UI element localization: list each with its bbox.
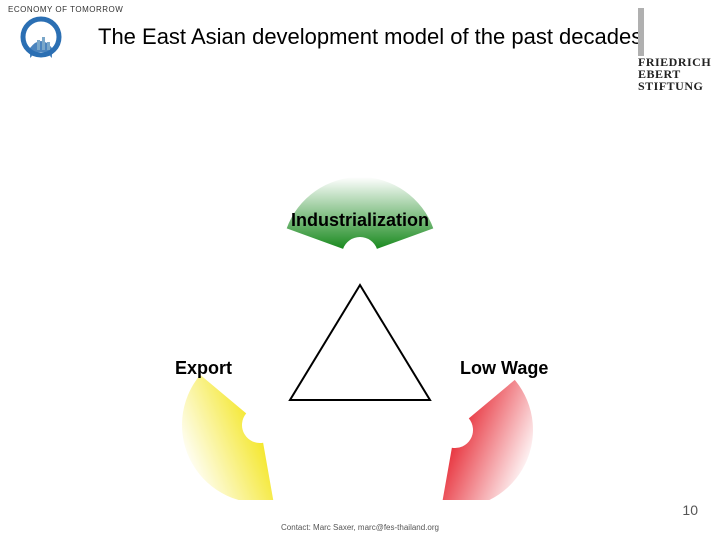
triangle-shape [290, 285, 430, 400]
page-number: 10 [682, 502, 698, 518]
page-title: The East Asian development model of the … [98, 24, 642, 50]
fan-right [441, 380, 533, 500]
diagram-svg [0, 60, 720, 500]
label-industrialization: Industrialization [0, 210, 720, 231]
globe-icon [18, 14, 64, 60]
label-export: Export [175, 358, 232, 379]
label-low-wage: Low Wage [460, 358, 548, 379]
model-diagram [0, 60, 720, 500]
fan-left [182, 375, 274, 500]
org-logo-right: FRIEDRICH EBERT STIFTUNG [638, 8, 714, 56]
logo-text-line1: FRIEDRICH [638, 8, 714, 68]
logo-bar [638, 8, 644, 56]
org-logo-left [18, 14, 64, 60]
header-tag: ECONOMY OF TOMORROW [8, 5, 123, 14]
slide-page: ECONOMY OF TOMORROW The East Asian devel… [0, 0, 720, 540]
contact-footer: Contact: Marc Saxer, marc@fes-thailand.o… [0, 523, 720, 532]
